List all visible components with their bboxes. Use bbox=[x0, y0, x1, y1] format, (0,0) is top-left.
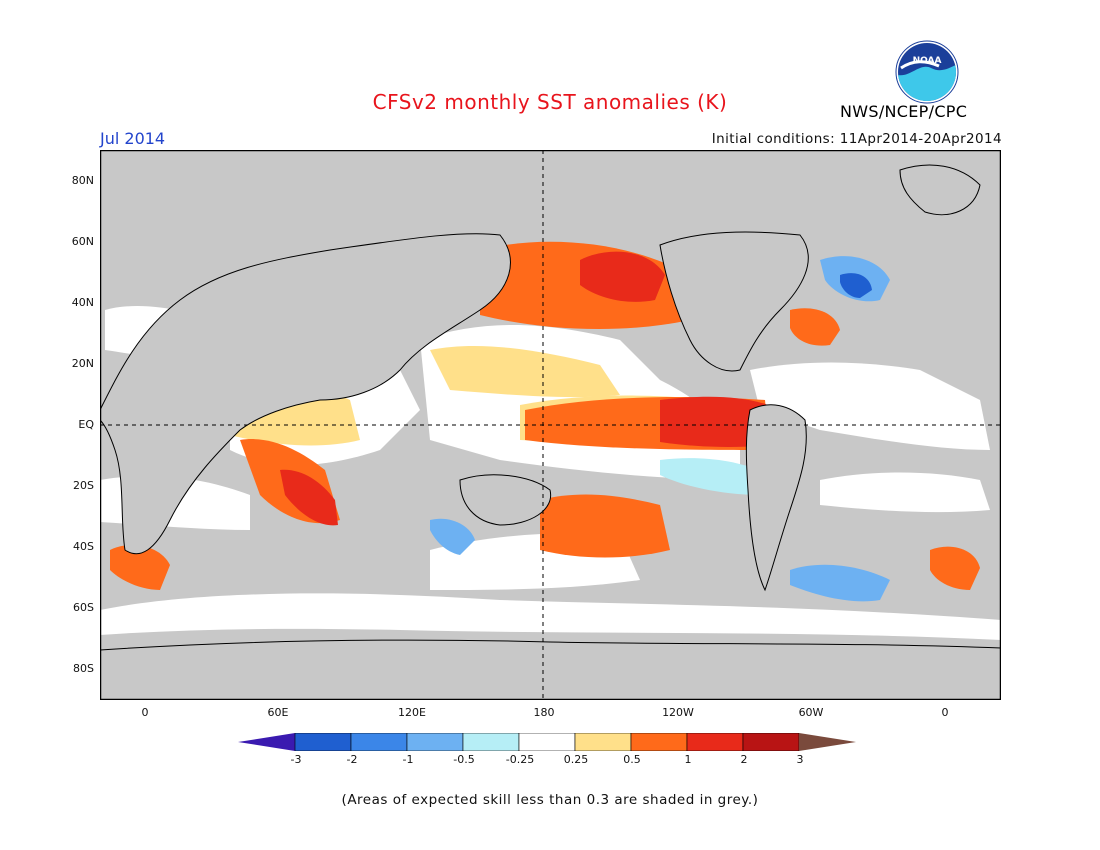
colorbar-swatch bbox=[238, 733, 295, 751]
svg-text:NOAA: NOAA bbox=[913, 56, 942, 66]
lon-label: 60E bbox=[267, 706, 289, 719]
lon-label: 0 bbox=[141, 706, 149, 719]
valid-month-label: Jul 2014 bbox=[100, 129, 166, 148]
colorbar-swatch bbox=[350, 733, 408, 751]
lat-label: 80N bbox=[71, 174, 94, 187]
colorbar-label: -0.5 bbox=[453, 753, 475, 766]
lat-label: 40S bbox=[73, 540, 94, 553]
colorbar-label: 0.5 bbox=[623, 753, 641, 766]
colorbar-label: 3 bbox=[796, 753, 804, 766]
colorbar-label: -0.25 bbox=[505, 753, 535, 766]
continents bbox=[100, 164, 1001, 700]
colorbar-swatch bbox=[742, 733, 800, 751]
lon-label: 60W bbox=[798, 706, 824, 719]
colorbar bbox=[238, 733, 856, 751]
colorbar-label: -3 bbox=[290, 753, 302, 766]
warm-anomalies bbox=[110, 241, 980, 590]
lon-label: 180 bbox=[533, 706, 555, 719]
agency-label: NWS/NCEP/CPC bbox=[840, 102, 968, 121]
colorbar-label: 1 bbox=[684, 753, 692, 766]
noaa-logo: NOAA bbox=[895, 40, 959, 104]
colorbar-label: 0.25 bbox=[563, 753, 589, 766]
colorbar-label: -1 bbox=[402, 753, 414, 766]
colorbar-label: 2 bbox=[740, 753, 748, 766]
colorbar-label: -2 bbox=[346, 753, 358, 766]
colorbar-swatch bbox=[462, 733, 520, 751]
skill-note: (Areas of expected skill less than 0.3 a… bbox=[341, 792, 759, 808]
lat-label: 20S bbox=[73, 479, 94, 492]
colorbar-swatch bbox=[406, 733, 464, 751]
sst-anomaly-map bbox=[100, 150, 1001, 700]
lat-label: 20N bbox=[71, 357, 94, 370]
colorbar-swatch bbox=[518, 733, 576, 751]
lon-label: 120W bbox=[662, 706, 694, 719]
colorbar-swatch bbox=[799, 733, 856, 751]
lat-label: EQ bbox=[78, 418, 94, 431]
colorbar-swatch bbox=[294, 733, 352, 751]
lat-label: 60N bbox=[71, 235, 94, 248]
initial-conditions-label: Initial conditions: 11Apr2014-20Apr2014 bbox=[711, 131, 1002, 147]
cool-anomalies bbox=[430, 256, 890, 602]
map-title: CFSv2 monthly SST anomalies (K) bbox=[372, 90, 728, 114]
colorbar-swatch bbox=[686, 733, 744, 751]
lon-label: 0 bbox=[941, 706, 949, 719]
lat-label: 80S bbox=[73, 662, 94, 675]
lon-label: 120E bbox=[398, 706, 426, 719]
lat-label: 60S bbox=[73, 601, 94, 614]
lat-label: 40N bbox=[71, 296, 94, 309]
colorbar-swatch bbox=[574, 733, 632, 751]
map-frame bbox=[100, 150, 1001, 700]
colorbar-swatch bbox=[630, 733, 688, 751]
